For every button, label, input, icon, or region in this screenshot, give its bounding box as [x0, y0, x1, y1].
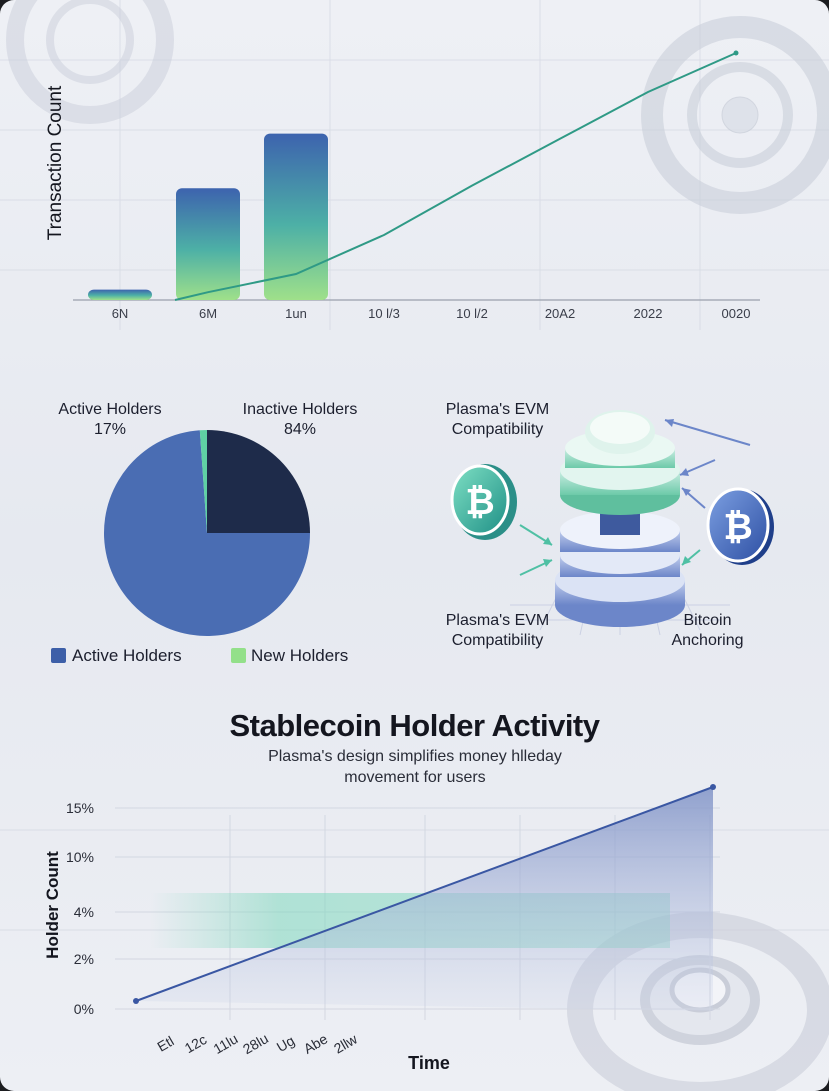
diagram-label-bottom-left: Plasma's EVM Compatibility	[445, 612, 550, 649]
bar-2	[264, 133, 328, 300]
chart-subtitle: Plasma's design simplifies money hlleday…	[268, 748, 562, 786]
pie-slice-active	[199, 430, 207, 533]
x-tick-label: 10 l/2	[456, 306, 488, 321]
area-fill	[136, 787, 713, 1011]
pie-label-active: Active Holders 17%	[45, 400, 175, 440]
plasma-diagram: ₿ ₿	[450, 410, 774, 636]
pie-label-active-value: 17%	[93, 421, 127, 438]
line-point-start	[133, 998, 139, 1004]
legend-label-active: Active Holders	[72, 646, 182, 665]
holder-line	[135, 786, 714, 1002]
y-tick-label: 4%	[74, 904, 94, 920]
y-axis-label: Transaction Count	[45, 85, 66, 240]
x-axis-label: Time	[408, 1053, 450, 1073]
pie-label-inactive: Inactive Holders 84%	[220, 400, 380, 440]
legend-swatch-new	[231, 648, 246, 663]
x-tick-label: 11lu	[210, 1030, 240, 1057]
gear-ring-top-right-icon	[641, 16, 829, 214]
holders-pie-chart	[104, 430, 310, 636]
legend-label-new: New Holders	[251, 646, 349, 665]
x-tick-label: 20A2	[545, 306, 575, 321]
svg-text:₿: ₿	[465, 481, 494, 522]
x-tick-label: Etl	[154, 1033, 176, 1055]
transaction-chart: Transaction Count 6N 6M 1un 10 l/3 10 l/2 20A…	[45, 50, 760, 321]
bar-0	[88, 289, 152, 300]
x-tick-label: 2022	[634, 306, 663, 321]
holder-activity-chart: Holder Count Time 0% 2% 4% 10% 15% Etl 12c 11l…	[43, 784, 720, 1073]
diagram-label-top-left: Plasma's EVM Compatibility	[445, 401, 550, 438]
pie-label-active-title: Active Holders	[58, 401, 162, 418]
pie-slice-inactive	[207, 430, 310, 533]
x-tick-label: Abe	[301, 1030, 331, 1056]
trend-point-end	[733, 50, 739, 56]
diagram-label-bottom-right: Bitcoin Anchoring	[671, 612, 744, 649]
y-tick-label: 15%	[66, 800, 94, 816]
chart-title: Stablecoin Holder Activity	[229, 708, 601, 743]
x-tick-label: 2llw	[331, 1030, 361, 1056]
stack-top-icon	[560, 410, 680, 515]
gear-ring-top-left-icon	[6, 0, 174, 124]
x-tick-label: 6M	[199, 306, 217, 321]
legend-swatch-active	[51, 648, 66, 663]
x-tick-label: 0020	[722, 306, 751, 321]
arrows	[519, 419, 751, 576]
pie-slice-main	[104, 430, 310, 636]
pie-label-inactive-title: Inactive Holders	[242, 401, 358, 418]
y-tick-label: 10%	[66, 849, 94, 865]
y-tick-label: 2%	[74, 951, 94, 967]
line-point-end	[710, 784, 716, 790]
trend-line	[174, 52, 737, 301]
bitcoin-coin-left-icon: ₿	[450, 464, 517, 540]
x-tick-label: 28lu	[240, 1030, 271, 1057]
svg-text:₿: ₿	[723, 506, 752, 547]
x-tick-label: 6N	[112, 306, 129, 321]
x-tick-label: 1un	[285, 306, 307, 321]
pie-label-inactive-value: 84%	[283, 421, 317, 438]
bar-1	[176, 188, 240, 300]
x-tick-label: Ug	[274, 1032, 298, 1055]
x-tick-label: 12c	[182, 1031, 210, 1056]
x-tick-label: 10 l/3	[368, 306, 400, 321]
bitcoin-coin-right-icon: ₿	[706, 487, 774, 565]
y-tick-label: 0%	[74, 1001, 94, 1017]
y-axis-label: Holder Count	[43, 851, 62, 959]
